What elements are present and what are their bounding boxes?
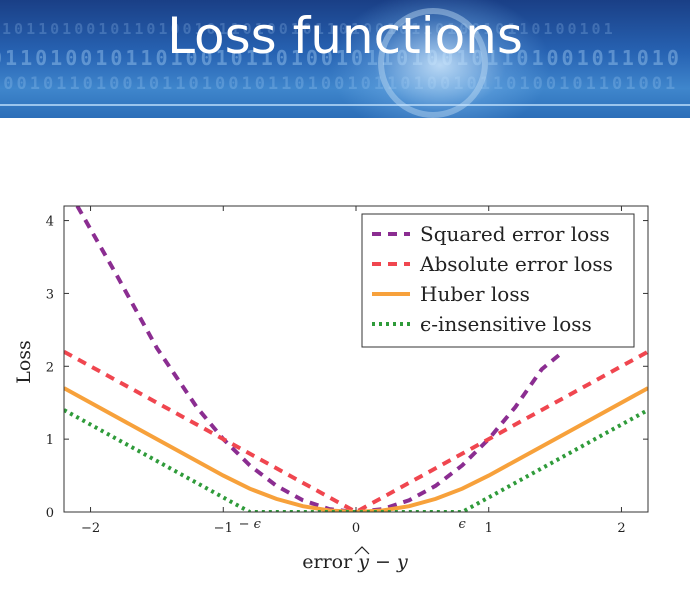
- y-tick-label: 3: [46, 287, 54, 302]
- x-tick-label: 2: [617, 521, 625, 536]
- epsilon-tick-label: − ϵ: [239, 517, 262, 532]
- magnifier-icon: [378, 8, 488, 118]
- y-hat-symbol: y: [357, 551, 369, 573]
- legend: Squared error loss Absolute error loss Hub…: [361, 213, 635, 348]
- epsilon-tick-label: ϵ: [459, 517, 467, 532]
- x-axis-label: error y − y: [302, 551, 408, 573]
- y-tick-label: 0: [46, 506, 54, 521]
- axis-ticks: −2 −1 0 1 2 0 1 2 3 4 − ϵ ϵ: [46, 206, 648, 536]
- y-tick-label: 1: [46, 433, 54, 448]
- y-tick-label: 4: [46, 215, 54, 230]
- hat-accent: [354, 546, 370, 555]
- legend-label: ϵ-insensitive loss: [420, 312, 592, 336]
- x-tick-label: −2: [81, 521, 100, 536]
- legend-label: Absolute error loss: [419, 252, 613, 276]
- y-tick-label: 2: [46, 360, 54, 375]
- x-tick-label: −1: [214, 521, 233, 536]
- legend-label: Huber loss: [420, 282, 530, 306]
- title-banner: 0101101001011010010110100101101001011010…: [0, 0, 690, 118]
- x-tick-label: 1: [485, 521, 493, 536]
- legend-label: Squared error loss: [420, 222, 610, 246]
- banner-divider: [0, 104, 690, 106]
- slide-title: Loss functions: [167, 7, 523, 65]
- series-line-2: [64, 349, 648, 512]
- plot-area: [64, 206, 648, 512]
- series-line-4: [64, 408, 648, 512]
- y-axis-label: Loss: [13, 340, 35, 384]
- loss-chart: −2 −1 0 1 2 0 1 2 3 4 − ϵ ϵ Loss error y − y Square…: [13, 205, 649, 573]
- x-tick-label: 0: [352, 521, 360, 536]
- series-line-3: [64, 386, 648, 512]
